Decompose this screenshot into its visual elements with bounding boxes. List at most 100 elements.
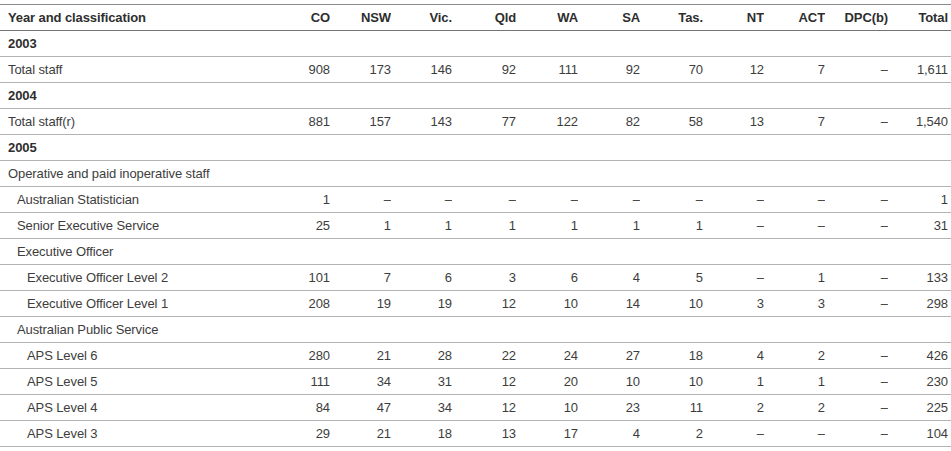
- value-cell: [764, 161, 825, 187]
- value-cell: –: [825, 187, 888, 213]
- value-cell: –: [578, 187, 640, 213]
- value-cell: [703, 83, 764, 109]
- value-cell: [578, 239, 640, 265]
- table-row: APS Level 628021282224271842–426: [0, 343, 951, 369]
- staff-by-year-and-classification-table: Year and classification CONSWVic.QldWASA…: [0, 4, 951, 447]
- value-cell: –: [825, 291, 888, 317]
- value-cell: 2: [640, 421, 703, 447]
- value-cell: –: [703, 265, 764, 291]
- value-cell: [825, 317, 888, 343]
- value-cell: 21: [330, 343, 391, 369]
- value-cell: [330, 83, 391, 109]
- row-label: APS Level 5: [0, 369, 270, 395]
- value-cell: 133: [888, 265, 951, 291]
- value-cell: 104: [888, 421, 951, 447]
- value-cell: [888, 161, 951, 187]
- value-cell: 12: [452, 395, 516, 421]
- value-cell: [703, 317, 764, 343]
- column-header-year-and-classification: Year and classification: [0, 5, 270, 31]
- row-label: APS Level 6: [0, 343, 270, 369]
- value-cell: 17: [516, 421, 578, 447]
- value-cell: 11: [640, 395, 703, 421]
- year-row: 2004: [0, 83, 951, 109]
- value-cell: 10: [516, 291, 578, 317]
- value-cell: 10: [640, 291, 703, 317]
- value-cell: 908: [270, 57, 330, 83]
- value-cell: 2: [764, 343, 825, 369]
- value-cell: [764, 239, 825, 265]
- value-cell: 7: [330, 265, 391, 291]
- value-cell: 1: [391, 213, 452, 239]
- value-cell: 24: [516, 343, 578, 369]
- value-cell: –: [825, 109, 888, 135]
- value-cell: 208: [270, 291, 330, 317]
- value-cell: 4: [578, 421, 640, 447]
- staff-table-page: Year and classification CONSWVic.QldWASA…: [0, 0, 951, 447]
- value-cell: [270, 317, 330, 343]
- value-cell: [330, 161, 391, 187]
- column-header-total: Total: [888, 5, 951, 31]
- value-cell: [516, 83, 578, 109]
- value-cell: 7: [764, 109, 825, 135]
- value-cell: 34: [391, 395, 452, 421]
- value-cell: [330, 317, 391, 343]
- value-cell: 10: [516, 395, 578, 421]
- value-cell: [578, 135, 640, 161]
- value-cell: [703, 161, 764, 187]
- row-label: APS Level 3: [0, 421, 270, 447]
- table-row: Total staff908173146921119270127–1,611: [0, 57, 951, 83]
- row-label: Australian Statistician: [0, 187, 270, 213]
- value-cell: –: [764, 421, 825, 447]
- row-label: Total staff: [0, 57, 270, 83]
- value-cell: 157: [330, 109, 391, 135]
- value-cell: 19: [330, 291, 391, 317]
- value-cell: [452, 239, 516, 265]
- value-cell: 1: [888, 187, 951, 213]
- value-cell: [391, 161, 452, 187]
- value-cell: [640, 83, 703, 109]
- value-cell: –: [516, 187, 578, 213]
- value-cell: [703, 239, 764, 265]
- value-cell: 4: [578, 265, 640, 291]
- value-cell: 12: [703, 57, 764, 83]
- value-cell: [270, 161, 330, 187]
- column-header-nt: NT: [703, 5, 764, 31]
- value-cell: 13: [452, 421, 516, 447]
- value-cell: [391, 135, 452, 161]
- value-cell: 1: [452, 213, 516, 239]
- value-cell: 12: [452, 291, 516, 317]
- value-cell: [764, 31, 825, 57]
- value-cell: [764, 317, 825, 343]
- value-cell: [640, 161, 703, 187]
- column-header-dpcb: DPC(b): [825, 5, 888, 31]
- value-cell: –: [764, 213, 825, 239]
- value-cell: 230: [888, 369, 951, 395]
- value-cell: –: [825, 395, 888, 421]
- value-cell: –: [703, 421, 764, 447]
- value-cell: [270, 239, 330, 265]
- value-cell: [703, 135, 764, 161]
- value-cell: 22: [452, 343, 516, 369]
- row-label: 2005: [0, 135, 270, 161]
- column-header-tas: Tas.: [640, 5, 703, 31]
- row-label: Australian Public Service: [0, 317, 270, 343]
- value-cell: 31: [888, 213, 951, 239]
- value-cell: [640, 31, 703, 57]
- value-cell: 3: [703, 291, 764, 317]
- row-label: Operative and paid inoperative staff: [0, 161, 270, 187]
- value-cell: 70: [640, 57, 703, 83]
- value-cell: 13: [703, 109, 764, 135]
- value-cell: 47: [330, 395, 391, 421]
- value-cell: –: [703, 213, 764, 239]
- table-body: 2003Total staff908173146921119270127–1,6…: [0, 31, 951, 447]
- value-cell: 3: [764, 291, 825, 317]
- value-cell: 1: [764, 369, 825, 395]
- value-cell: [825, 135, 888, 161]
- value-cell: [578, 83, 640, 109]
- value-cell: 1: [764, 265, 825, 291]
- row-label: APS Level 4: [0, 395, 270, 421]
- value-cell: 29: [270, 421, 330, 447]
- value-cell: [270, 31, 330, 57]
- value-cell: 14: [578, 291, 640, 317]
- value-cell: [825, 31, 888, 57]
